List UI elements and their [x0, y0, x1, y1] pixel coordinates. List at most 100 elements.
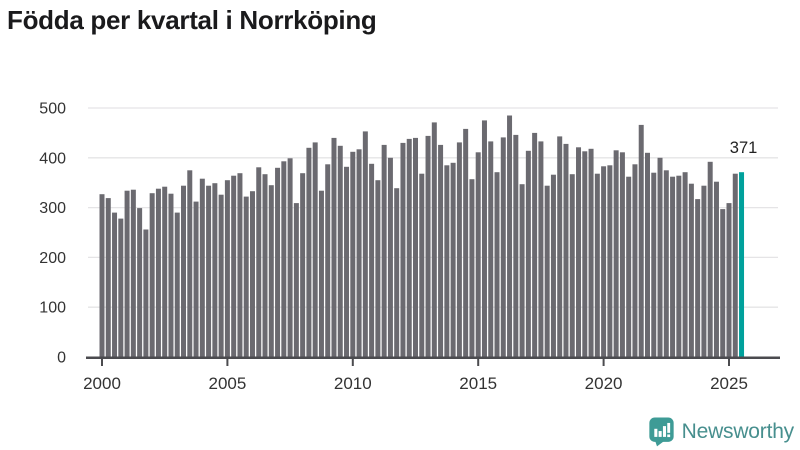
bar [130, 189, 136, 357]
bar [187, 170, 193, 358]
newsworthy-brand[interactable]: Newsworthy [648, 416, 794, 447]
bar [500, 137, 506, 357]
bar [193, 201, 199, 357]
bar [306, 147, 312, 357]
newsworthy-brand-text: Newsworthy [681, 419, 795, 443]
x-tick-label-2025: 2025 [710, 374, 748, 393]
bar [532, 132, 538, 357]
bar [607, 165, 613, 357]
bar [582, 151, 588, 357]
bar [682, 172, 688, 357]
y-tick-label-500: 500 [39, 101, 66, 118]
bar [695, 199, 701, 357]
bar [550, 174, 556, 357]
bar [331, 137, 337, 357]
x-tick-label-2020: 2020 [585, 374, 623, 393]
bar [406, 138, 412, 357]
bar [601, 166, 607, 357]
bar [557, 136, 563, 357]
bar [726, 203, 732, 357]
y-tick-label-0: 0 [57, 350, 66, 367]
bar [99, 194, 105, 357]
bar [413, 137, 418, 357]
bar [243, 196, 249, 357]
bar [337, 145, 343, 357]
bar [256, 167, 262, 357]
bar [425, 135, 431, 357]
bar [162, 186, 168, 357]
bar [325, 164, 331, 357]
y-tick-label-300: 300 [39, 200, 66, 217]
bar [619, 152, 625, 357]
bar [356, 149, 362, 357]
bar [720, 209, 726, 357]
logo-mini-bar [653, 428, 657, 437]
bar [143, 229, 149, 357]
bar [688, 183, 694, 357]
logo-mini-bar [658, 431, 662, 437]
bar [732, 173, 738, 357]
bar [444, 165, 450, 357]
logo-mini-bar [662, 426, 666, 437]
bar [594, 173, 600, 357]
bar [400, 142, 406, 357]
bar [344, 166, 350, 357]
bar [657, 157, 663, 357]
highlighted-bar [739, 172, 745, 357]
bar [199, 178, 205, 357]
x-tick-label-2015: 2015 [459, 374, 497, 393]
bar [375, 180, 381, 357]
bar [676, 175, 682, 357]
bar [369, 163, 375, 357]
bar [218, 194, 224, 357]
bar [287, 158, 293, 357]
bar [124, 190, 130, 357]
chart-title: Födda per kvartal i Norrköping [7, 5, 377, 35]
bar [463, 128, 469, 357]
bar [174, 212, 180, 357]
y-tick-label-200: 200 [39, 250, 66, 267]
bar [281, 161, 287, 357]
x-tick-label-2005: 2005 [208, 374, 246, 393]
logo-bubble-tail [654, 440, 664, 447]
bar [638, 124, 644, 358]
bar [494, 172, 500, 357]
bar [419, 173, 425, 357]
bar [275, 167, 281, 357]
bar [663, 170, 669, 358]
bar [475, 152, 481, 357]
bar [387, 157, 393, 357]
bar [563, 143, 569, 357]
bar [450, 162, 456, 357]
bar [626, 176, 632, 357]
bar [519, 184, 525, 357]
bar [513, 134, 519, 357]
x-tick-label-2000: 2000 [83, 374, 121, 393]
bar [481, 120, 487, 358]
bar [318, 190, 324, 357]
bar [237, 173, 243, 357]
bar [713, 181, 719, 357]
logo-exclamation-bar [666, 422, 670, 433]
bar [249, 191, 255, 357]
bar [381, 144, 387, 357]
bar [362, 131, 368, 357]
bar [507, 115, 513, 357]
highlight-value-label: 371 [730, 139, 758, 157]
bar [469, 179, 475, 357]
bar [105, 198, 111, 357]
bar [300, 173, 306, 357]
y-tick-label-400: 400 [39, 150, 66, 167]
logo-exclamation-dot [666, 434, 670, 438]
bar [488, 141, 494, 357]
bar [268, 185, 274, 357]
bar [707, 161, 713, 357]
bar [155, 188, 161, 357]
bar [350, 151, 356, 357]
bar [212, 183, 218, 357]
bar [231, 175, 237, 357]
bar [137, 208, 143, 357]
bar [569, 174, 575, 357]
bar [544, 185, 550, 357]
